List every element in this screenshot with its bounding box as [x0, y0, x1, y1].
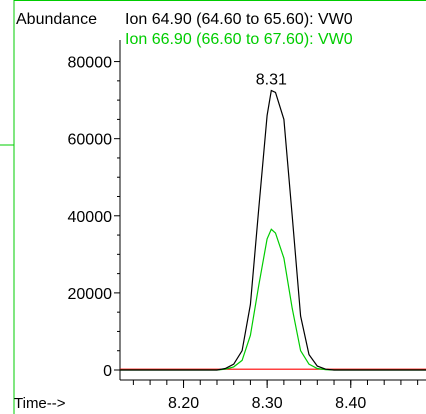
- y-axis-label: Abundance: [16, 11, 97, 28]
- y-tick-label: 40000: [68, 209, 113, 226]
- y-tick-label: 20000: [68, 286, 113, 303]
- y-tick-label: 60000: [68, 132, 113, 149]
- legend-series-0: Ion 64.90 (64.60 to 65.60): VW0: [125, 11, 353, 28]
- legend: Ion 64.90 (64.60 to 65.60): VW0 Ion 66.9…: [125, 11, 353, 48]
- series-line-0: [120, 89, 426, 371]
- x-tick-label: 8.30: [252, 395, 283, 412]
- plot-area: 0 20000 40000 60000 80000 8.20 8.30 8.40 8.31: [68, 40, 426, 412]
- y-tick-label: 0: [103, 363, 112, 380]
- legend-series-1: Ion 66.90 (66.60 to 67.60): VW0: [125, 31, 353, 48]
- peak-label: 8.31: [256, 71, 287, 88]
- x-axis-label: Time-->: [14, 395, 66, 412]
- x-tick-label: 8.20: [168, 395, 199, 412]
- x-tick-label: 8.40: [335, 395, 366, 412]
- series-line-1: [120, 228, 426, 371]
- y-tick-label: 80000: [68, 55, 113, 72]
